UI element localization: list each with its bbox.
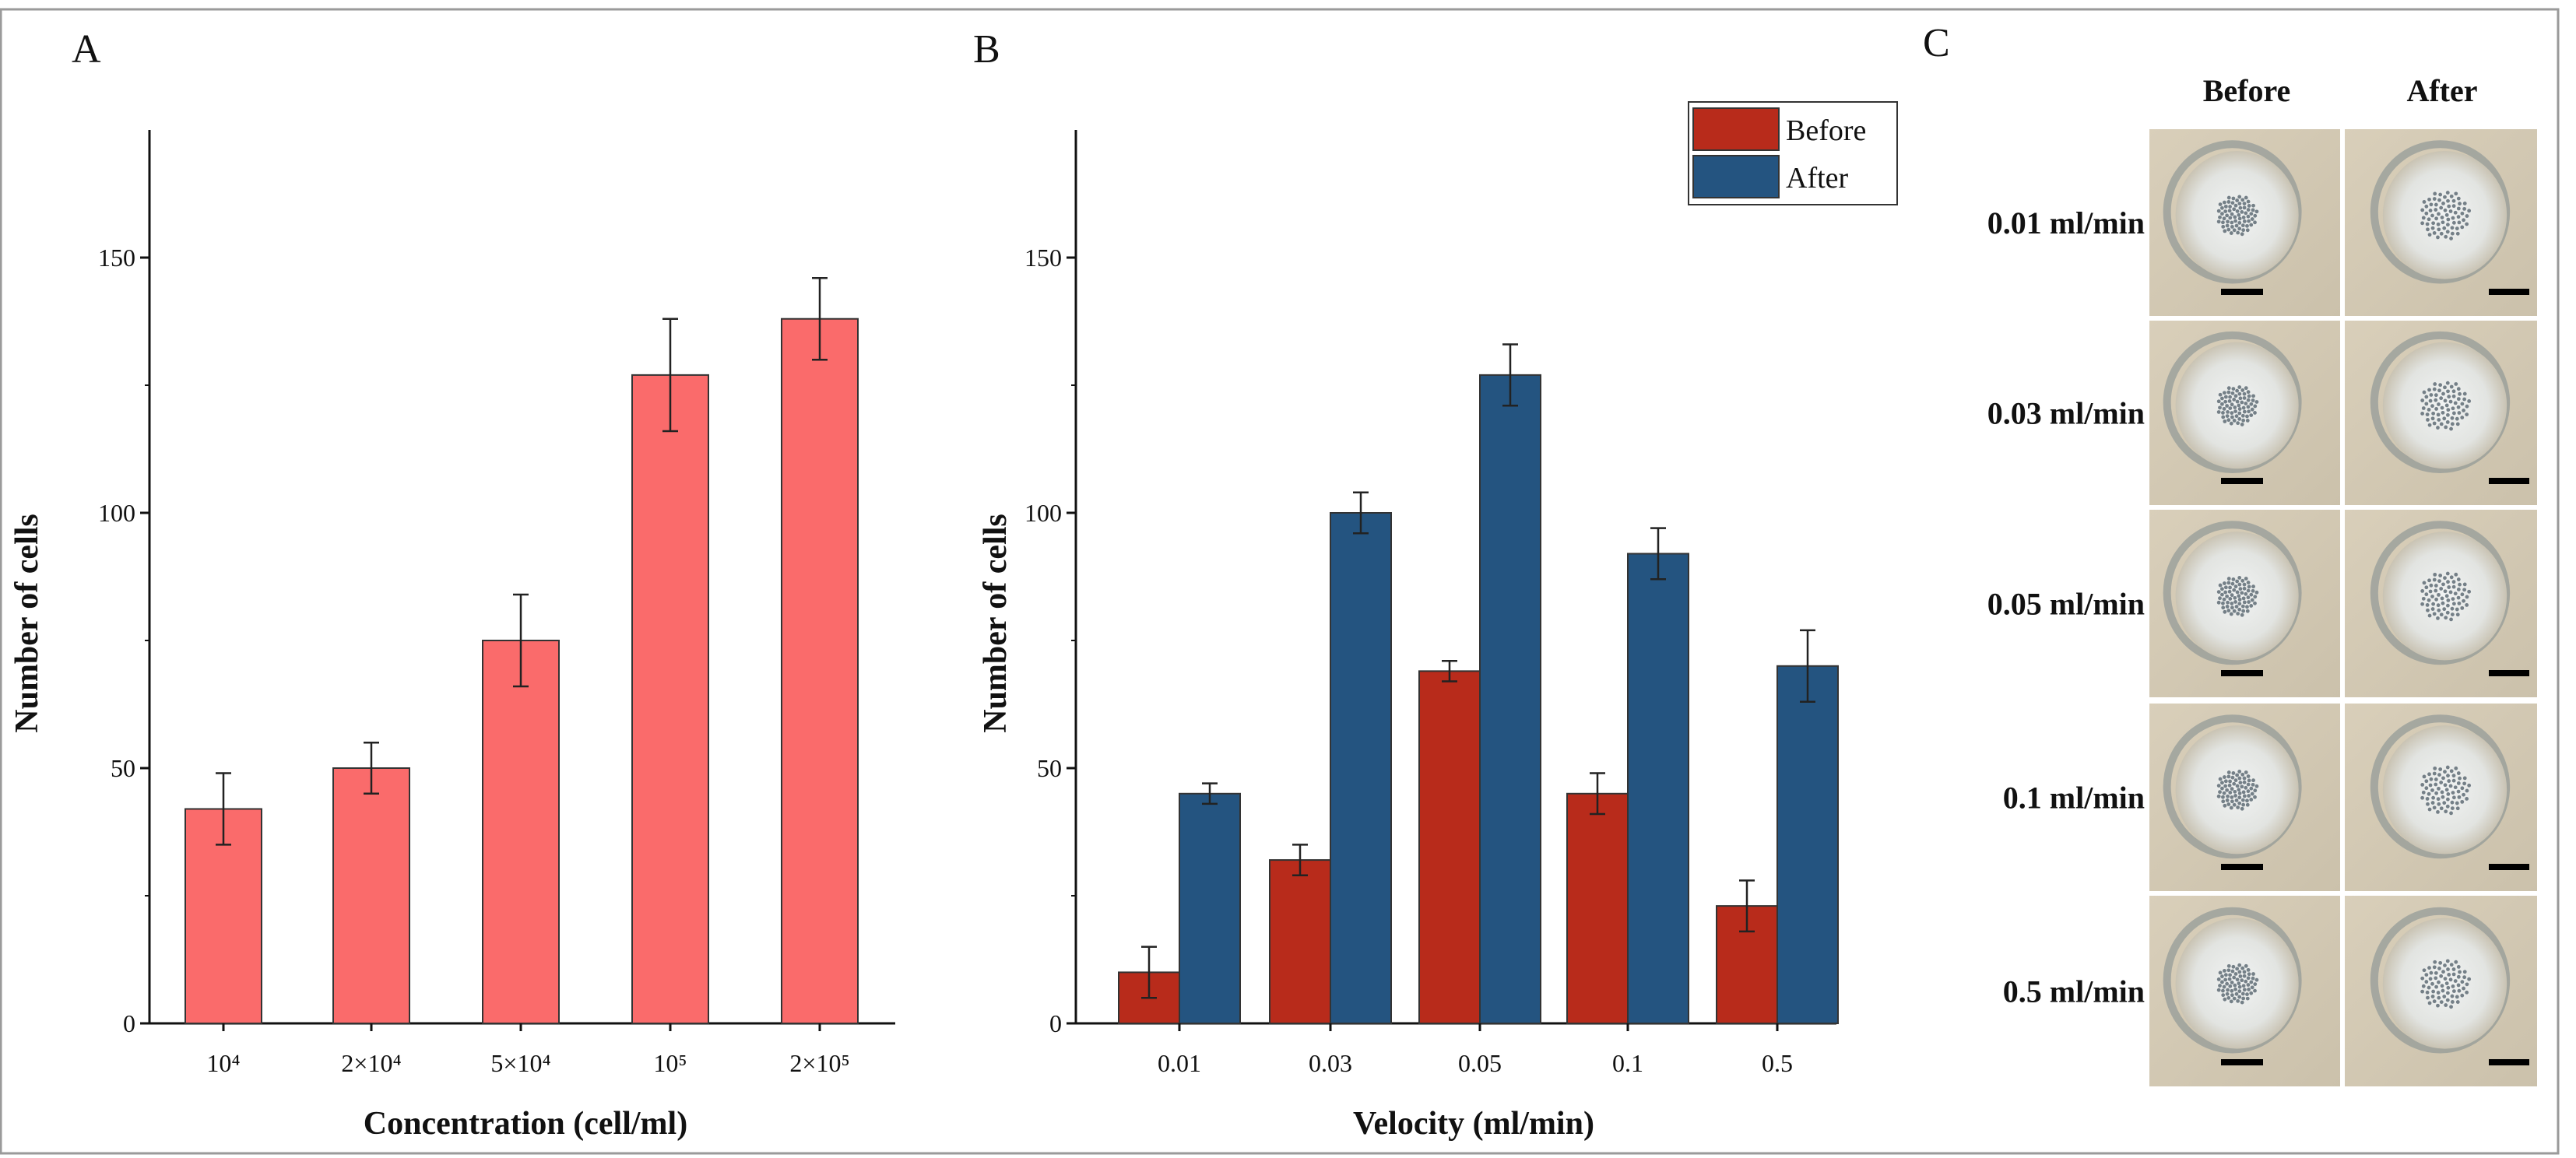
y-tick-label: 0 xyxy=(1049,1009,1062,1037)
column-header-after: After xyxy=(2406,73,2477,108)
row-label: 0.1 ml/min xyxy=(2003,781,2145,816)
legend-label-before: Before xyxy=(1786,114,1866,147)
micrograph-before-4 xyxy=(2148,894,2342,1088)
micrograph-before-1 xyxy=(2148,319,2342,507)
bar-after-0 xyxy=(1179,792,1241,1024)
image-panel-c: Before After 0.01 ml/min 0.03 ml/min 0.05 ml… xyxy=(1987,73,2539,1088)
scale-bar xyxy=(2221,289,2263,295)
well xyxy=(2382,342,2507,469)
bar-after-1 xyxy=(1330,512,1392,1024)
y-tick-label: 100 xyxy=(98,499,135,527)
x-tick-label: 0.5 xyxy=(1762,1049,1793,1077)
well xyxy=(2382,151,2507,279)
scale-bar xyxy=(2489,670,2529,676)
cell-cluster xyxy=(2216,576,2259,617)
cell-cluster xyxy=(2420,959,2472,1009)
scale-bar xyxy=(2221,864,2263,870)
cell-cluster xyxy=(2216,195,2259,237)
cell-cluster xyxy=(2420,571,2472,622)
y-axis-title: Number of cells xyxy=(978,514,1014,733)
scale-bar xyxy=(2221,670,2263,676)
chart-panel-b: 0 50 100 150 Number of cells Velocity (ml/min… xyxy=(978,130,1839,1142)
micrograph-after-4 xyxy=(2343,894,2539,1088)
scale-bar xyxy=(2221,1059,2263,1065)
scale-bar xyxy=(2221,478,2263,484)
bar-after-2 xyxy=(1479,374,1541,1024)
cell-cluster xyxy=(2216,770,2259,811)
micrograph-after-2 xyxy=(2343,508,2539,699)
well xyxy=(2382,725,2507,854)
micrograph-before-0 xyxy=(2148,128,2342,318)
well xyxy=(2382,532,2507,661)
bar-a-1 xyxy=(332,767,410,1024)
x-tick-label: 2×10⁴ xyxy=(341,1049,401,1077)
bar-before-2 xyxy=(1418,670,1481,1024)
row-label: 0.05 ml/min xyxy=(1987,587,2145,622)
legend-swatch-after xyxy=(1692,155,1780,198)
y-tick-label: 150 xyxy=(1024,244,1062,272)
column-header-before: Before xyxy=(2203,73,2291,108)
row-label: 0.03 ml/min xyxy=(1987,396,2145,431)
y-tick-label: 50 xyxy=(111,754,135,782)
micrograph-after-0 xyxy=(2343,128,2539,318)
bar-a-4 xyxy=(781,318,859,1025)
row-label: 0.01 ml/min xyxy=(1987,205,2145,240)
figure-frame xyxy=(0,8,2560,1155)
well xyxy=(2382,918,2507,1049)
cell-cluster xyxy=(2216,385,2259,426)
micrograph-after-3 xyxy=(2343,702,2539,893)
x-tick-label: 0.01 xyxy=(1158,1049,1201,1077)
x-tick-label: 10⁵ xyxy=(653,1049,687,1077)
panel-label-c: C xyxy=(1923,21,1950,65)
x-axis-title: Velocity (ml/min) xyxy=(1353,1106,1594,1142)
cell-cluster xyxy=(2420,191,2472,240)
x-tick-label: 10⁴ xyxy=(206,1049,240,1077)
chart-panel-a: 0 50 100 150 Number of cells Concentration (c… xyxy=(9,130,895,1142)
micrograph-before-2 xyxy=(2148,508,2342,699)
y-tick-label: 100 xyxy=(1024,499,1062,527)
row-label: 0.5 ml/min xyxy=(2003,974,2145,1009)
y-tick-label: 0 xyxy=(123,1009,135,1037)
bar-before-1 xyxy=(1269,859,1331,1024)
scale-bar xyxy=(2489,478,2529,484)
panel-label-b: B xyxy=(973,27,1000,72)
y-tick-label: 150 xyxy=(98,244,135,272)
cell-cluster xyxy=(2420,381,2472,431)
x-tick-label: 0.1 xyxy=(1612,1049,1643,1077)
y-tick-label: 50 xyxy=(1037,754,1062,782)
scale-bar xyxy=(2489,289,2529,295)
legend-label-after: After xyxy=(1786,162,1849,195)
x-tick-label: 0.03 xyxy=(1309,1049,1352,1077)
micrograph-after-1 xyxy=(2343,319,2539,507)
x-axis-title: Concentration (cell/ml) xyxy=(364,1106,687,1142)
scale-bar xyxy=(2489,1059,2529,1065)
bar-a-2 xyxy=(482,640,560,1024)
scale-bar xyxy=(2489,864,2529,870)
y-axis-title: Number of cells xyxy=(9,514,45,733)
bar-after-4 xyxy=(1776,665,1839,1024)
x-tick-label: 2×10⁵ xyxy=(789,1049,849,1077)
legend: Before After xyxy=(1688,101,1898,205)
cell-cluster xyxy=(2216,963,2259,1005)
panel-label-a: A xyxy=(72,27,101,72)
micrograph-before-3 xyxy=(2148,702,2342,893)
bar-a-3 xyxy=(631,374,709,1024)
bar-before-3 xyxy=(1566,792,1629,1024)
legend-swatch-before xyxy=(1692,107,1780,151)
bar-after-3 xyxy=(1627,553,1689,1024)
cell-cluster xyxy=(2420,765,2472,816)
x-tick-label: 0.05 xyxy=(1458,1049,1502,1077)
x-tick-label: 5×10⁴ xyxy=(490,1049,550,1077)
